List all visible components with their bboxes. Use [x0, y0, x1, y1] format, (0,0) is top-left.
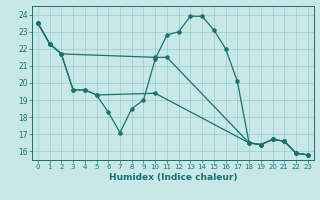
X-axis label: Humidex (Indice chaleur): Humidex (Indice chaleur) [108, 173, 237, 182]
